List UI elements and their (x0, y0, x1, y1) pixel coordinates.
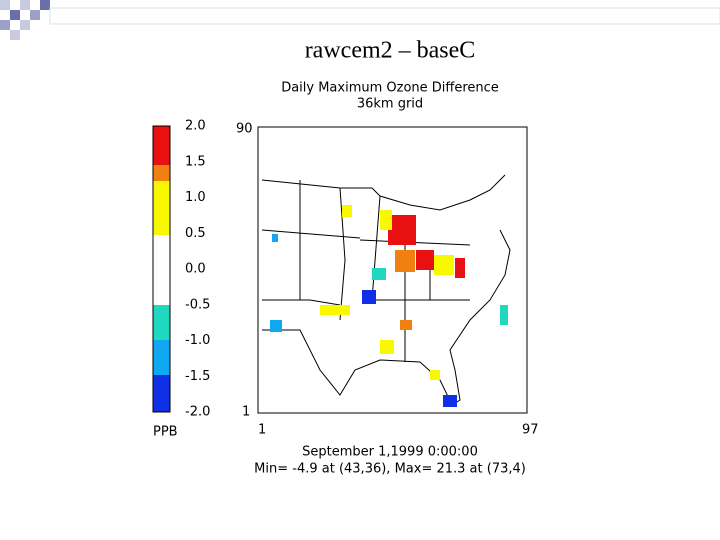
colorbar (152, 125, 171, 413)
stats: Min= -4.9 at (43,36), Max= 21.3 at (73,4… (254, 462, 526, 477)
colorbar-label: 0.0 (185, 262, 206, 277)
map (257, 126, 528, 414)
x-axis-left: 1 (258, 423, 266, 438)
y-axis-top: 90 (236, 122, 253, 137)
colorbar-label: -1.0 (185, 333, 210, 348)
colorbar-unit: PPB (153, 425, 178, 440)
date: September 1,1999 0:00:00 (302, 445, 478, 460)
colorbar-label: -2.0 (185, 405, 210, 420)
plot-title: Daily Maximum Ozone Difference (281, 81, 499, 96)
x-axis-right: 97 (522, 423, 539, 438)
slide-title: rawcem2 – baseC (305, 38, 476, 64)
corner-decoration (0, 0, 720, 40)
colorbar-label: 1.5 (185, 154, 206, 169)
colorbar-label: 0.5 (185, 226, 206, 241)
colorbar-label: -0.5 (185, 297, 210, 312)
colorbar-label: 2.0 (185, 119, 206, 134)
plot-subtitle: 36km grid (357, 97, 423, 112)
colorbar-label: 1.0 (185, 190, 206, 205)
colorbar-label: -1.5 (185, 369, 210, 384)
y-axis-bottom: 1 (242, 405, 250, 420)
